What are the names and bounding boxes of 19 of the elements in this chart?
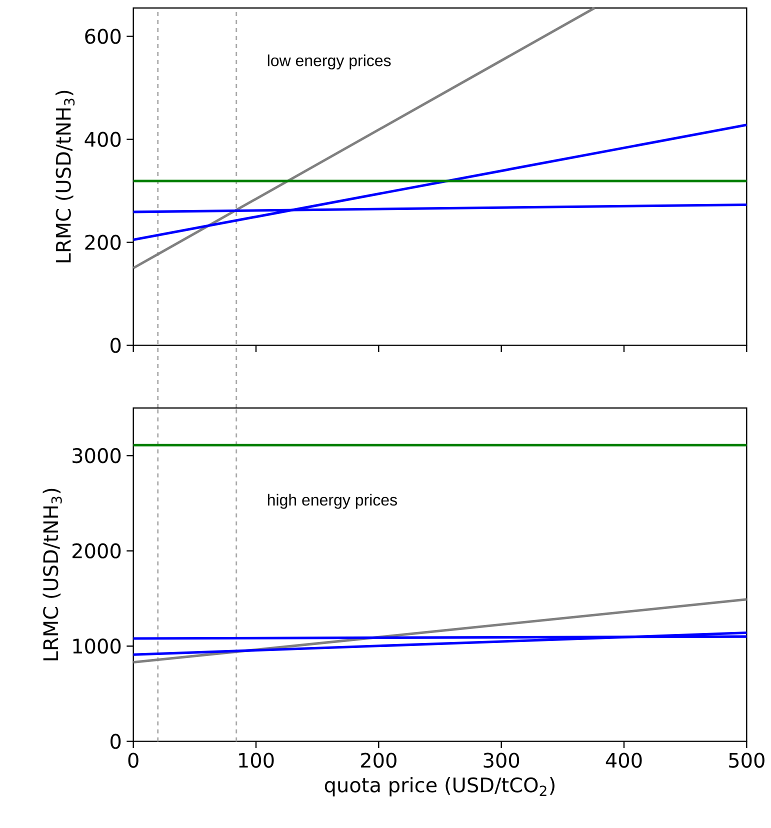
x-axis-title: quota price (USD/tCO$_{2}$) bbox=[325, 777, 555, 796]
y-tick-label: 3000 bbox=[72, 448, 121, 464]
y-tick-label: 0 bbox=[110, 734, 121, 749]
y-axis-title: LRMC (USD/tNH$_{3}$) bbox=[42, 488, 62, 660]
y-axis-title: LRMC (USD/tNH$_{3}$) bbox=[56, 90, 75, 262]
x-tick-label: 200 bbox=[361, 752, 397, 768]
x-tick-label: 100 bbox=[239, 752, 274, 768]
y-tick-label: 2000 bbox=[72, 543, 121, 558]
y-tick-label: 0 bbox=[110, 338, 121, 353]
y-tick-label: 600 bbox=[85, 28, 121, 44]
y-tick-label: 1000 bbox=[73, 638, 121, 654]
x-tick-label: 500 bbox=[729, 752, 765, 768]
y-tick-label: 200 bbox=[85, 234, 121, 250]
y-tick-label: 400 bbox=[84, 132, 121, 147]
x-tick-label: 0 bbox=[128, 752, 139, 768]
x-tick-label: 400 bbox=[606, 752, 642, 768]
annotation: low energy prices bbox=[268, 54, 391, 70]
annotation: high energy prices bbox=[268, 494, 398, 509]
x-tick-label: 300 bbox=[484, 752, 520, 768]
